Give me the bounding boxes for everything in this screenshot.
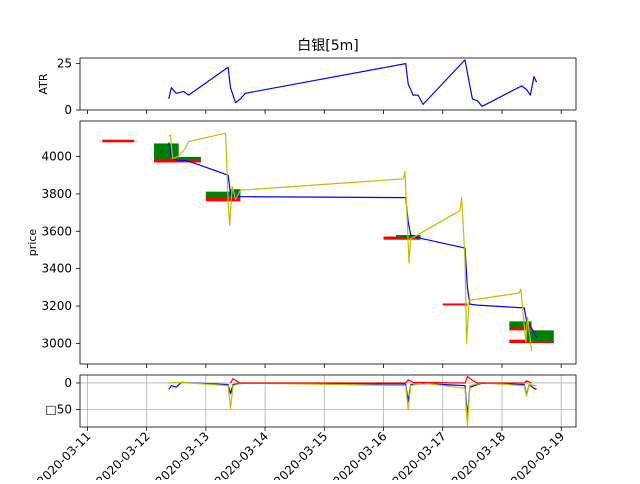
y-tick-label: 4000 <box>41 150 72 164</box>
y-tick-label: 0 <box>64 376 72 390</box>
price-block <box>509 321 532 328</box>
oscillator-frame <box>79 374 577 428</box>
atr-frame <box>79 57 577 111</box>
series-line-oscillator-1 <box>168 381 537 426</box>
price-block <box>154 156 179 163</box>
price-block <box>205 195 241 202</box>
price-frame <box>79 120 577 365</box>
y-tick-label: 25 <box>57 57 72 71</box>
y-tick-label: □50 <box>45 402 72 416</box>
y-tick-label: 3200 <box>41 299 72 313</box>
series-line-oscillator-2 <box>229 376 532 384</box>
y-tick-label: 0 <box>64 103 72 117</box>
series-line-atr-0 <box>168 59 538 107</box>
price-block <box>383 236 421 240</box>
price-block <box>178 156 201 161</box>
price-block <box>526 330 554 342</box>
price-ylabel: price <box>26 229 39 257</box>
series-line-price-0 <box>168 142 538 339</box>
y-tick-label: 3800 <box>41 187 72 201</box>
price-block <box>442 303 468 306</box>
y-tick-label: 3600 <box>41 224 72 238</box>
y-tick-label: 3400 <box>41 262 72 276</box>
price-block <box>230 189 241 196</box>
y-tick-label: 3000 <box>41 336 72 350</box>
atr-ylabel: ATR <box>37 73 50 94</box>
price-block <box>154 143 179 159</box>
series-line-price-1 <box>168 132 533 351</box>
price-block <box>102 139 135 143</box>
price-block <box>205 191 241 199</box>
price-block <box>509 326 532 331</box>
chart-title: 白银[5m] <box>297 38 358 54</box>
